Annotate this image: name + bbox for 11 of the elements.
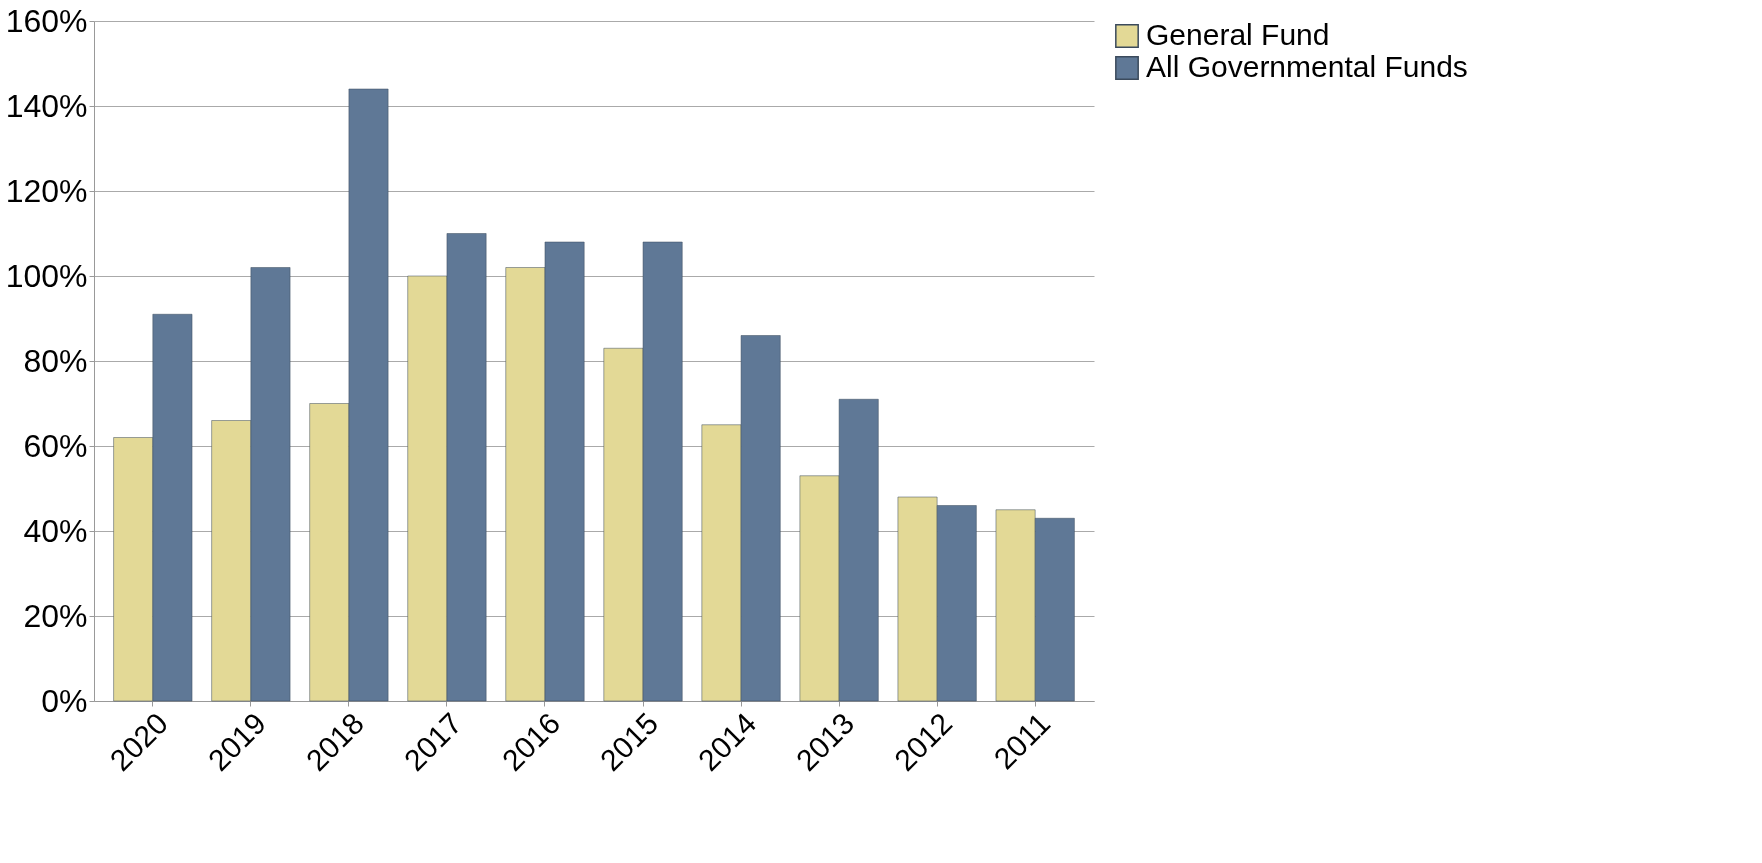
y-tick-label: 40% xyxy=(23,512,88,549)
y-tick-label: 140% xyxy=(5,87,88,124)
legend-label: General Fund xyxy=(1146,18,1330,51)
y-tick-label: 60% xyxy=(23,427,88,464)
y-tick-label: 0% xyxy=(41,682,88,719)
y-tick-label: 20% xyxy=(23,597,88,634)
y-tick-label: 120% xyxy=(5,172,88,209)
y-tick-label: 160% xyxy=(5,2,88,39)
y-tick-label: 100% xyxy=(5,257,88,294)
y-tick-label: 80% xyxy=(23,342,88,379)
legend-label: All Governmental Funds xyxy=(1146,50,1468,83)
